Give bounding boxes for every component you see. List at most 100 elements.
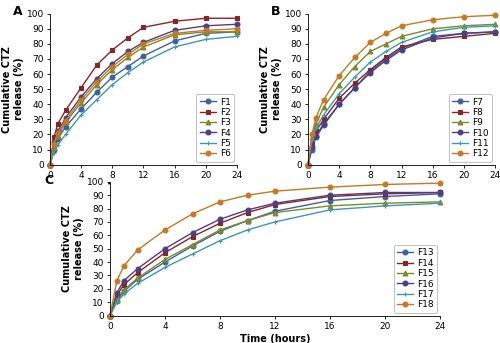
F13 [437,192,443,196]
F18 [162,228,168,232]
F15 [134,276,140,280]
F1 [94,90,100,94]
F9 [313,122,319,126]
X-axis label: Time (hours): Time (hours) [366,183,437,193]
F7 [368,69,374,73]
F3 [125,56,131,60]
F8 [305,163,311,167]
Line: F15: F15 [108,199,442,318]
F13 [327,199,333,203]
F5 [110,83,116,87]
F14 [272,202,278,206]
F4 [62,116,68,120]
F18 [437,181,443,185]
F12 [461,15,467,19]
Y-axis label: Cumulative CTZ
release (%): Cumulative CTZ release (%) [62,205,84,292]
F3 [140,45,146,49]
F13 [244,218,250,223]
F1 [110,75,116,79]
F5 [140,60,146,64]
Line: F16: F16 [108,190,442,318]
F7 [336,102,342,106]
F9 [352,64,358,69]
F10 [461,31,467,35]
F5 [47,163,53,167]
F4 [125,49,131,54]
F16 [190,230,196,235]
F8 [313,129,319,133]
F5 [55,143,61,147]
F6 [125,52,131,57]
F7 [383,57,389,61]
F16 [107,314,113,318]
F14 [327,194,333,199]
F8 [398,45,404,49]
F11 [320,113,326,117]
F16 [114,291,120,295]
F17 [327,208,333,212]
F15 [437,200,443,204]
F13 [190,244,196,248]
F8 [352,81,358,85]
F8 [368,68,374,72]
F16 [437,190,443,194]
F13 [114,299,120,303]
Line: F13: F13 [108,191,442,318]
Line: F6: F6 [48,26,240,167]
F1 [140,54,146,58]
F2 [55,122,61,126]
F14 [121,283,127,287]
F12 [398,24,404,28]
F3 [51,144,57,149]
F9 [492,22,498,26]
F8 [383,56,389,60]
Line: F9: F9 [306,22,498,167]
F5 [62,132,68,137]
F4 [234,22,240,26]
F5 [203,37,209,42]
F11 [305,163,311,167]
F6 [234,27,240,31]
F10 [313,134,319,138]
F17 [162,265,168,270]
F9 [368,49,374,54]
Line: F8: F8 [306,31,498,167]
F12 [313,116,319,120]
Legend: F7, F8, F9, F10, F11, F12: F7, F8, F9, F10, F11, F12 [448,94,492,162]
F2 [78,86,84,90]
F3 [110,68,116,72]
F16 [244,208,250,212]
F14 [134,271,140,275]
Line: F1: F1 [48,29,240,167]
X-axis label: Time (hours): Time (hours) [240,334,310,343]
F2 [51,135,57,140]
F16 [327,193,333,197]
F3 [47,163,53,167]
F15 [162,257,168,261]
F17 [437,201,443,205]
F18 [114,279,120,283]
F12 [383,31,389,35]
F18 [217,200,223,204]
F17 [244,228,250,232]
F11 [383,49,389,54]
F3 [172,33,177,37]
F9 [305,163,311,167]
F7 [309,147,315,152]
F2 [140,25,146,29]
F17 [121,292,127,296]
F6 [94,80,100,84]
F3 [234,30,240,34]
F5 [172,45,177,49]
F10 [398,48,404,52]
Legend: F13, F14, F15, F16, F17, F18: F13, F14, F15, F16, F17, F18 [394,245,438,313]
F2 [47,163,53,167]
F2 [234,16,240,20]
F4 [47,163,53,167]
F2 [62,108,68,113]
F8 [461,34,467,38]
F10 [430,36,436,40]
F17 [272,220,278,224]
F11 [492,24,498,28]
F1 [125,64,131,69]
